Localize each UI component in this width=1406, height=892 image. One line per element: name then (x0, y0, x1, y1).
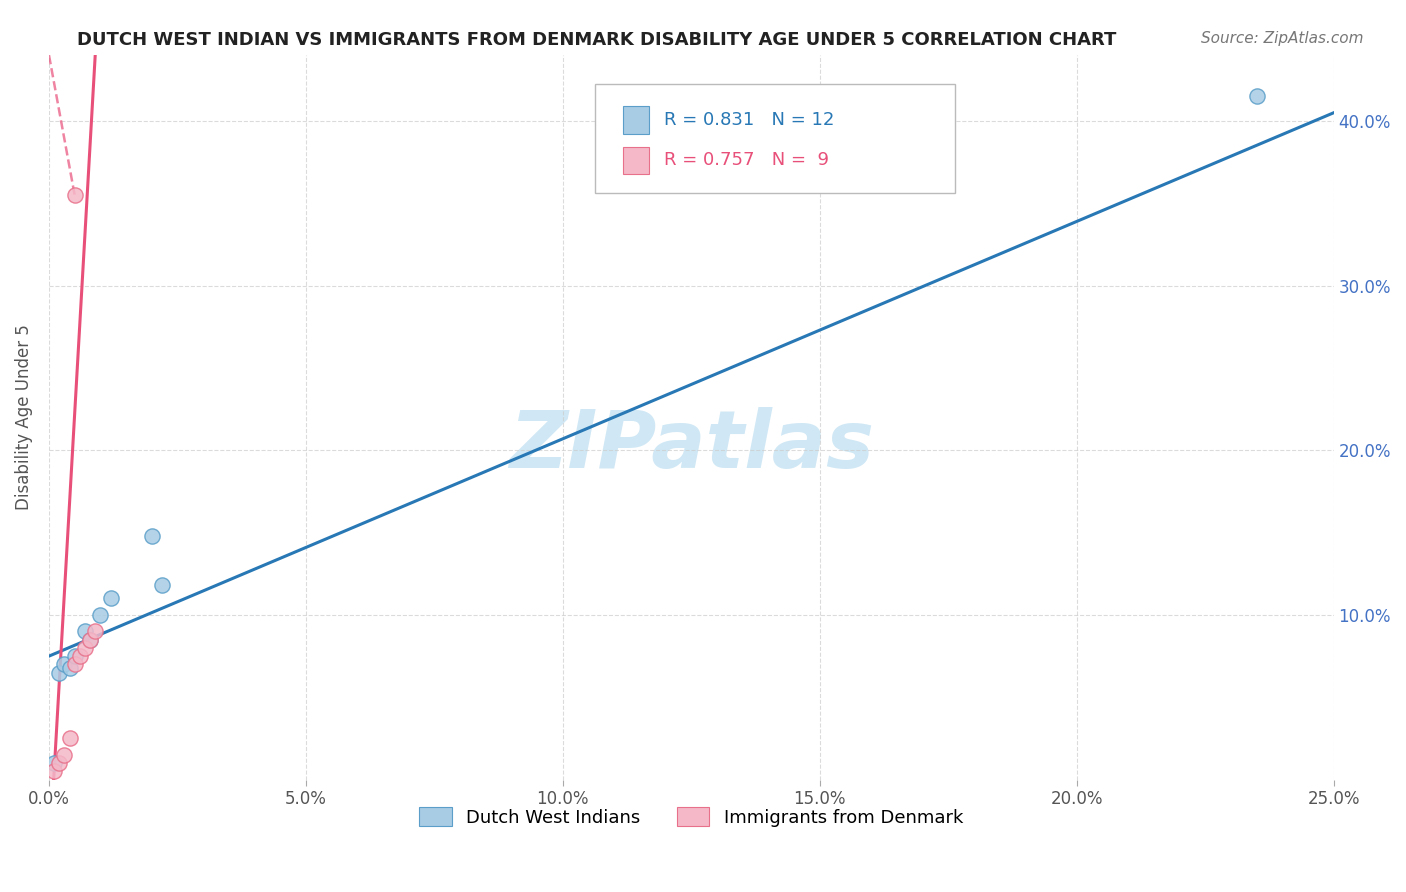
Point (53, 657, 76, 672)
Text: Source: ZipAtlas.com: Source: ZipAtlas.com (1201, 31, 1364, 46)
Text: DUTCH WEST INDIAN VS IMMIGRANTS FROM DENMARK DISABILITY AGE UNDER 5 CORRELATION : DUTCH WEST INDIAN VS IMMIGRANTS FROM DEN… (77, 31, 1116, 49)
Legend: Dutch West Indians, Immigrants from Denmark: Dutch West Indians, Immigrants from Denm… (411, 798, 972, 836)
Point (79, 632, 101, 647)
Y-axis label: Disability Age Under 5: Disability Age Under 5 (15, 325, 32, 510)
Point (1246, 89, 1268, 103)
Point (73, 640, 96, 655)
Point (58, 660, 80, 674)
FancyBboxPatch shape (623, 106, 650, 134)
Point (150, 578, 173, 592)
Text: R = 0.757   N =  9: R = 0.757 N = 9 (664, 152, 830, 169)
Point (84, 624, 107, 639)
Point (42, 756, 65, 771)
Point (53, 747, 76, 762)
FancyBboxPatch shape (595, 84, 955, 193)
Text: R = 0.831   N = 12: R = 0.831 N = 12 (664, 111, 835, 129)
Point (63, 657, 86, 672)
Point (141, 529, 163, 543)
Point (63, 649, 86, 664)
FancyBboxPatch shape (623, 146, 650, 174)
Point (63, 188, 86, 202)
Text: ZIPatlas: ZIPatlas (509, 408, 873, 485)
Point (89, 607, 111, 622)
Point (79, 632, 101, 647)
Point (100, 591, 122, 606)
Point (48, 665, 70, 680)
Point (42, 764, 65, 779)
Point (73, 624, 96, 639)
Point (48, 756, 70, 771)
Point (58, 731, 80, 746)
Point (69, 649, 91, 664)
